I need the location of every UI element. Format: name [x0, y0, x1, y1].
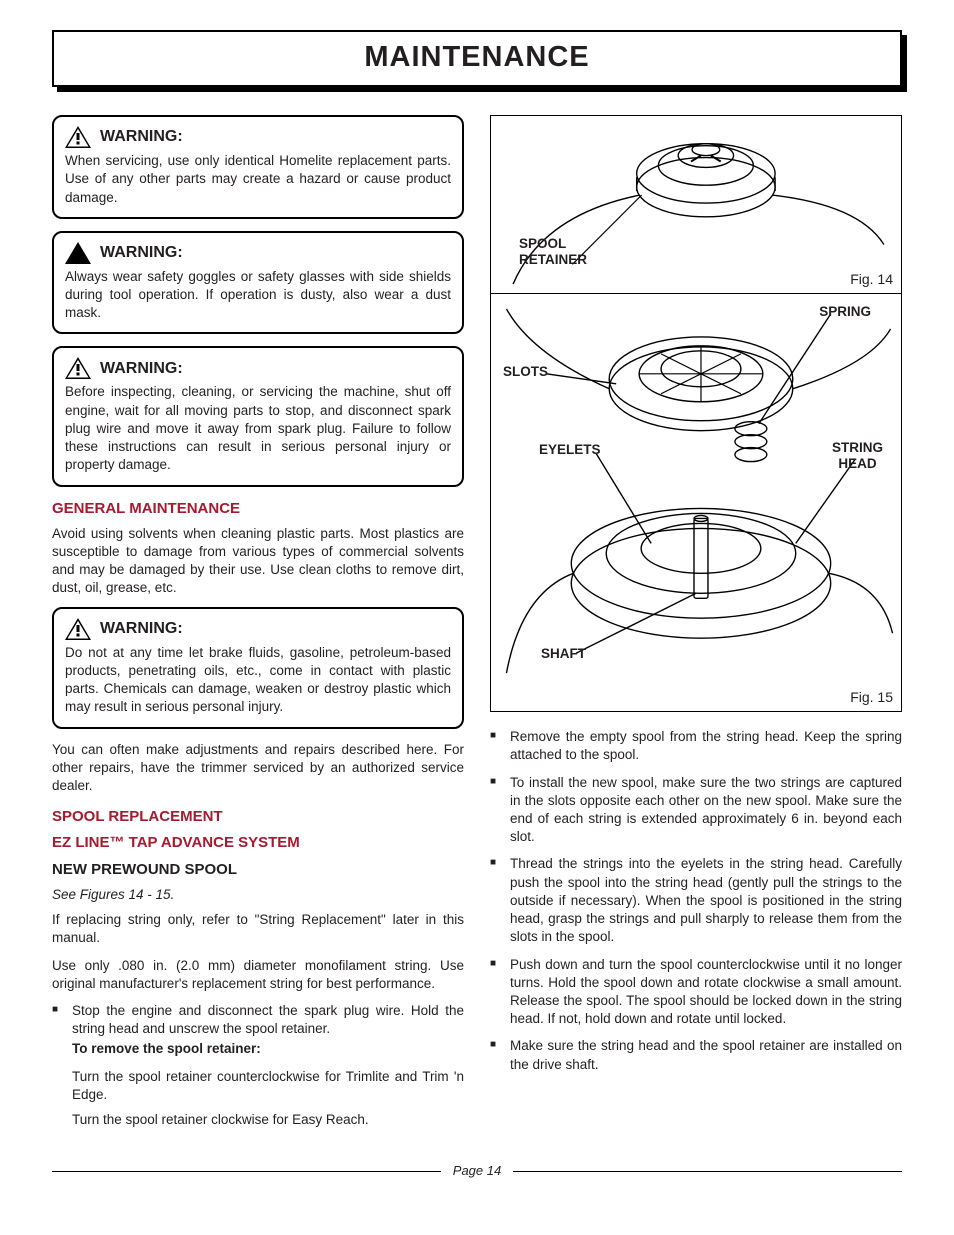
page-title: MAINTENANCE	[54, 38, 900, 77]
warning-box-3: WARNING: Before inspecting, cleaning, or…	[52, 346, 464, 486]
list-item: To install the new spool, make sure the …	[490, 774, 902, 847]
right-bullet-list: Remove the empty spool from the string h…	[490, 728, 902, 1074]
spool-p2: Use only .080 in. (2.0 mm) diameter mono…	[52, 957, 464, 993]
figure-14: SPOOL RETAINER Fig. 14	[490, 115, 902, 294]
footer-rule-right	[512, 1171, 902, 1172]
warning-icon	[65, 618, 91, 640]
callout-spool-retainer: SPOOL RETAINER	[519, 236, 587, 267]
sub-p1: Turn the spool retainer counterclockwise…	[52, 1068, 464, 1104]
warning-label: WARNING:	[100, 242, 183, 264]
list-item: Thread the strings into the eyelets in t…	[490, 855, 902, 946]
figure-14-label: Fig. 14	[850, 270, 893, 289]
page-title-box: MAINTENANCE	[52, 30, 902, 87]
figure-15-label: Fig. 15	[850, 688, 893, 707]
warning-box-2: WARNING: Always wear safety goggles or s…	[52, 231, 464, 335]
right-column: SPOOL RETAINER Fig. 14	[490, 115, 902, 1136]
list-item: Remove the empty spool from the string h…	[490, 728, 902, 764]
page-number: Page 14	[441, 1163, 513, 1178]
left-bullet-list: Stop the engine and disconnect the spark…	[52, 1002, 464, 1059]
heading-new-prewound: NEW PREWOUND SPOOL	[52, 860, 464, 880]
callout-eyelets: EYELETS	[539, 442, 601, 458]
warning-label: WARNING:	[100, 358, 183, 380]
warning-label: WARNING:	[100, 618, 183, 640]
callout-string-head: STRING HEAD	[832, 440, 883, 471]
warning-box-1: WARNING: When servicing, use only identi…	[52, 115, 464, 219]
list-item: Make sure the string head and the spool …	[490, 1037, 902, 1073]
warning-icon	[65, 242, 91, 264]
warning-label: WARNING:	[100, 126, 183, 148]
left-column: WARNING: When servicing, use only identi…	[52, 115, 464, 1136]
manual-page: MAINTENANCE WARNING: When servicing, use…	[0, 0, 954, 1201]
page-footer: Page 14	[52, 1162, 902, 1180]
two-column-layout: WARNING: When servicing, use only identi…	[52, 115, 902, 1136]
callout-slots: SLOTS	[503, 364, 548, 380]
warning-text-1: When servicing, use only identical Homel…	[65, 152, 451, 207]
bullet-text: Stop the engine and disconnect the spark…	[72, 1003, 464, 1036]
heading-spool-replacement: SPOOL REPLACEMENT	[52, 807, 464, 827]
sub-p2: Turn the spool retainer clockwise for Ea…	[52, 1111, 464, 1129]
warning-text-3: Before inspecting, cleaning, or servicin…	[65, 383, 451, 474]
spool-p1: If replacing string only, refer to "Stri…	[52, 911, 464, 947]
list-item: Stop the engine and disconnect the spark…	[52, 1002, 464, 1059]
callout-spring: SPRING	[819, 304, 871, 320]
see-figures-ref: See Figures 14 - 15.	[52, 886, 464, 904]
warning-icon	[65, 357, 91, 379]
callout-shaft: SHAFT	[541, 646, 586, 662]
general-maintenance-body: Avoid using solvents when cleaning plast…	[52, 525, 464, 598]
list-item: Push down and turn the spool countercloc…	[490, 956, 902, 1029]
warning-text-4: Do not at any time let brake fluids, gas…	[65, 644, 451, 717]
footer-rule-left	[52, 1171, 442, 1172]
after-warning4-text: You can often make adjustments and repai…	[52, 741, 464, 796]
heading-ez-line: EZ LINE™ TAP ADVANCE SYSTEM	[52, 833, 464, 853]
figure-15: SPRING SLOTS EYELETS STRING HEAD SHAFT F…	[490, 294, 902, 712]
warning-icon	[65, 126, 91, 148]
warning-box-4: WARNING: Do not at any time let brake fl…	[52, 607, 464, 729]
warning-text-2: Always wear safety goggles or safety gla…	[65, 268, 451, 323]
heading-general-maintenance: GENERAL MAINTENANCE	[52, 499, 464, 519]
sub-heading-remove: To remove the spool retainer:	[72, 1040, 464, 1058]
